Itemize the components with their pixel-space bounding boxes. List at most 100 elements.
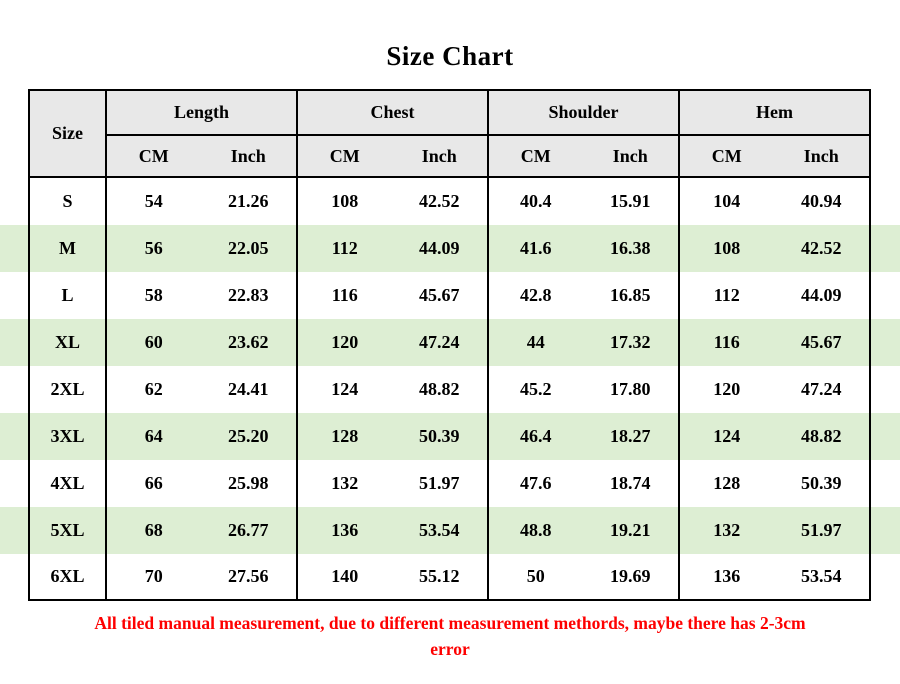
size-cell: 2XL [50, 379, 85, 399]
column-group-length: Length [105, 91, 296, 134]
value-cell: 124 [296, 366, 392, 413]
value-cell: 17.32 [610, 332, 651, 352]
value-cell: 47.6 [487, 460, 583, 507]
value-cell: 50 [487, 554, 583, 599]
value-cell: 53.54 [419, 520, 460, 540]
value-cell: 50.39 [419, 426, 460, 446]
value-cell: 47.24 [801, 379, 842, 399]
value-cell: 108 [678, 225, 774, 272]
value-cell: 18.27 [610, 426, 651, 446]
value-cell: 24.41 [228, 379, 269, 399]
value-cell: 120 [296, 319, 392, 366]
column-group-chest: Chest [296, 91, 487, 134]
value-cell: 42.8 [487, 272, 583, 319]
value-cell: 51.97 [419, 473, 460, 493]
note-line-2: error [430, 639, 470, 659]
value-cell: 128 [296, 413, 392, 460]
value-cell: 25.20 [228, 426, 269, 446]
column-header-size: Size [52, 123, 83, 143]
table-row-2xl: 2XL 62 24.41 124 48.82 45.2 17.80 120 47… [0, 366, 900, 413]
column-group-shoulder: Shoulder [487, 91, 678, 134]
value-cell: 47.24 [419, 332, 460, 352]
value-cell: 120 [678, 366, 774, 413]
value-cell: 53.54 [801, 566, 842, 586]
value-cell: 116 [678, 319, 774, 366]
value-cell: 132 [296, 460, 392, 507]
subheader-shoulder-cm: CM [487, 134, 583, 176]
table-row-5xl: 5XL 68 26.77 136 53.54 48.8 19.21 132 51… [0, 507, 900, 554]
table-body: S 54 21.26 108 42.52 40.4 15.91 104 40.9… [0, 178, 900, 601]
value-cell: 42.52 [419, 191, 460, 211]
size-cell: 5XL [50, 520, 85, 540]
table-row-l: L 58 22.83 116 45.67 42.8 16.85 112 44.0… [0, 272, 900, 319]
value-cell: 56 [105, 225, 201, 272]
value-cell: 48.82 [801, 426, 842, 446]
value-cell: 45.67 [801, 332, 842, 352]
value-cell: 44.09 [419, 238, 460, 258]
value-cell: 48.82 [419, 379, 460, 399]
measurement-note: All tiled manual measurement, due to dif… [0, 610, 900, 662]
size-cell: XL [54, 332, 80, 352]
value-cell: 51.97 [801, 520, 842, 540]
value-cell: 112 [678, 272, 774, 319]
value-cell: 140 [296, 554, 392, 599]
value-cell: 44.09 [801, 285, 842, 305]
value-cell: 19.21 [610, 520, 651, 540]
value-cell: 15.91 [610, 191, 651, 211]
value-cell: 55.12 [419, 566, 460, 586]
value-cell: 66 [105, 460, 201, 507]
subheader-hem-inch: Inch [773, 134, 869, 176]
size-cell: M [59, 238, 76, 258]
table-row-4xl: 4XL 66 25.98 132 51.97 47.6 18.74 128 50… [0, 460, 900, 507]
subheader-hem-cm: CM [678, 134, 774, 176]
table-row-3xl: 3XL 64 25.20 128 50.39 46.4 18.27 124 48… [0, 413, 900, 460]
subheader-length-cm: CM [105, 134, 201, 176]
table-header: Size Length Chest Shoulder Hem CM Inch C… [0, 89, 900, 178]
value-cell: 40.94 [801, 191, 842, 211]
value-cell: 62 [105, 366, 201, 413]
note-line-1: All tiled manual measurement, due to dif… [94, 613, 806, 633]
value-cell: 64 [105, 413, 201, 460]
value-cell: 40.4 [487, 178, 583, 225]
table-row-6xl: 6XL 70 27.56 140 55.12 50 19.69 136 53.5… [0, 554, 900, 601]
value-cell: 136 [296, 507, 392, 554]
value-cell: 19.69 [610, 566, 651, 586]
value-cell: 136 [678, 554, 774, 599]
subheader-chest-inch: Inch [391, 134, 487, 176]
subheader-shoulder-inch: Inch [582, 134, 678, 176]
value-cell: 22.83 [228, 285, 269, 305]
value-cell: 46.4 [487, 413, 583, 460]
value-cell: 42.52 [801, 238, 842, 258]
value-cell: 128 [678, 460, 774, 507]
subheader-length-inch: Inch [200, 134, 296, 176]
value-cell: 25.98 [228, 473, 269, 493]
column-group-hem: Hem [678, 91, 869, 134]
size-cell: 4XL [50, 473, 85, 493]
value-cell: 27.56 [228, 566, 269, 586]
table-row-m: M 56 22.05 112 44.09 41.6 16.38 108 42.5… [0, 225, 900, 272]
value-cell: 116 [296, 272, 392, 319]
table-row-xl: XL 60 23.62 120 47.24 44 17.32 116 45.67 [0, 319, 900, 366]
size-cell: S [62, 191, 73, 211]
value-cell: 18.74 [610, 473, 651, 493]
page-title: Size Chart [386, 41, 514, 71]
subheader-chest-cm: CM [296, 134, 392, 176]
size-chart-table: Size Length Chest Shoulder Hem CM Inch C… [0, 89, 900, 601]
value-cell: 16.85 [610, 285, 651, 305]
value-cell: 132 [678, 507, 774, 554]
value-cell: 54 [105, 178, 201, 225]
size-cell: L [61, 285, 74, 305]
size-cell: 3XL [50, 426, 85, 446]
value-cell: 45.67 [419, 285, 460, 305]
value-cell: 48.8 [487, 507, 583, 554]
size-cell: 6XL [50, 566, 85, 586]
value-cell: 44 [487, 319, 583, 366]
value-cell: 45.2 [487, 366, 583, 413]
table-row-s: S 54 21.26 108 42.52 40.4 15.91 104 40.9… [0, 178, 900, 225]
value-cell: 68 [105, 507, 201, 554]
value-cell: 104 [678, 178, 774, 225]
value-cell: 70 [105, 554, 201, 599]
value-cell: 50.39 [801, 473, 842, 493]
table-header-grid: Size Length Chest Shoulder Hem CM Inch C… [28, 89, 871, 178]
